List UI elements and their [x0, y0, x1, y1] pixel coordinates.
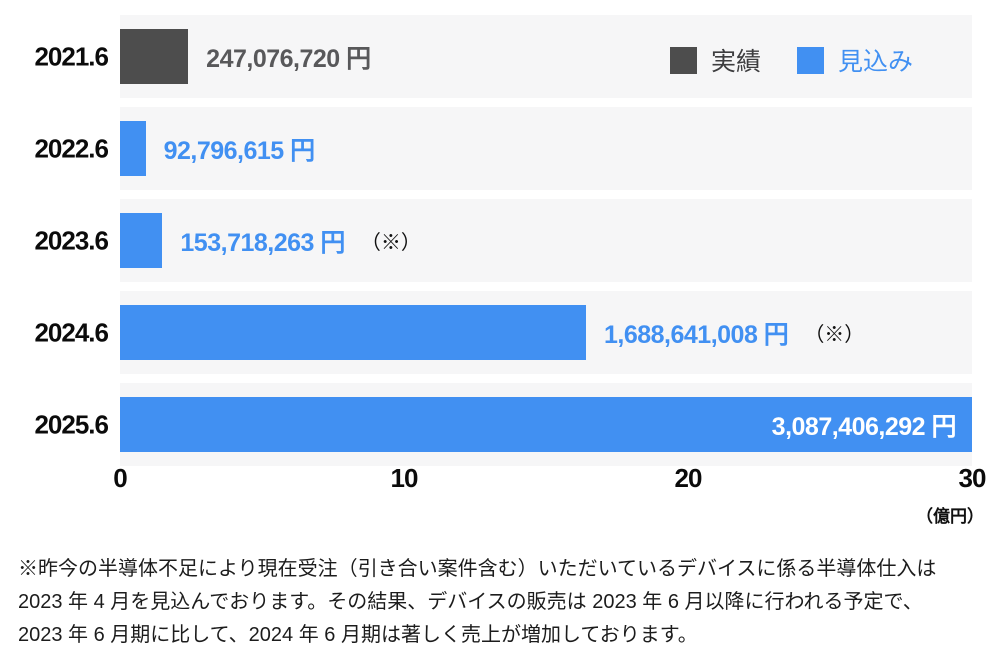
bar: 3,087,406,292 円 — [120, 397, 972, 452]
actual-swatch-icon — [670, 46, 697, 74]
bar — [120, 213, 163, 268]
x-tick-label: 10 — [390, 463, 419, 493]
legend-item-actual: 実績 — [670, 42, 761, 78]
row-band: 153,718,263 円 （※） — [120, 199, 972, 282]
row-year-label: 2021.6 — [34, 41, 109, 71]
bar — [120, 121, 146, 176]
bar-value-outside: 153,718,263 円 — [180, 228, 345, 257]
legend-label-actual: 実績 — [711, 48, 762, 76]
legend: 実績 見込み — [670, 42, 913, 78]
chart-row: 2021.6 247,076,720 円 — [0, 15, 972, 98]
x-axis: 0 10 20 30 — [113, 463, 986, 497]
row-year-label: 2025.6 — [34, 409, 109, 439]
row-year-label: 2023.6 — [34, 225, 109, 255]
axis-unit-label: （億円） — [916, 507, 984, 526]
bar-value-outside: 92,796,615 円 — [163, 136, 316, 165]
row-band: 92,796,615 円 — [120, 107, 972, 190]
row-band: 1,688,641,008 円 （※） — [120, 291, 972, 374]
chart-rows: 2021.6 247,076,720 円 2022.6 92,796,615 円… — [0, 15, 972, 475]
forecast-swatch-icon — [797, 46, 825, 74]
legend-label-forecast: 見込み — [838, 48, 914, 76]
legend-item-forecast: 見込み — [797, 42, 913, 78]
chart-row: 2023.6 153,718,263 円 （※） — [0, 199, 972, 282]
chart-row: 2024.6 1,688,641,008 円 （※） — [0, 291, 972, 374]
chart-row: 2025.6 3,087,406,292 円 — [0, 383, 972, 466]
x-tick-label: 30 — [958, 463, 987, 493]
row-band: 3,087,406,292 円 — [120, 383, 972, 466]
bar-value-outside: 1,688,641,008 円 — [603, 320, 789, 349]
row-year-label: 2024.6 — [34, 317, 109, 347]
bar — [120, 305, 586, 360]
row-year-label: 2022.6 — [34, 133, 109, 163]
footnote: ※昨今の半導体不足により現在受注（引き合い案件含む）いただいているデバイスに係る… — [18, 558, 937, 646]
x-tick-label: 20 — [674, 463, 703, 493]
row-band: 247,076,720 円 — [120, 15, 972, 98]
chart-row: 2022.6 92,796,615 円 — [0, 107, 972, 190]
bar-value-outside: 247,076,720 円 — [206, 44, 371, 73]
note-marker: （※） — [360, 232, 421, 254]
bar — [120, 29, 189, 84]
x-tick-label: 0 — [113, 463, 128, 493]
note-marker: （※） — [804, 324, 865, 346]
bar-value-inside: 3,087,406,292 円 — [771, 412, 957, 441]
